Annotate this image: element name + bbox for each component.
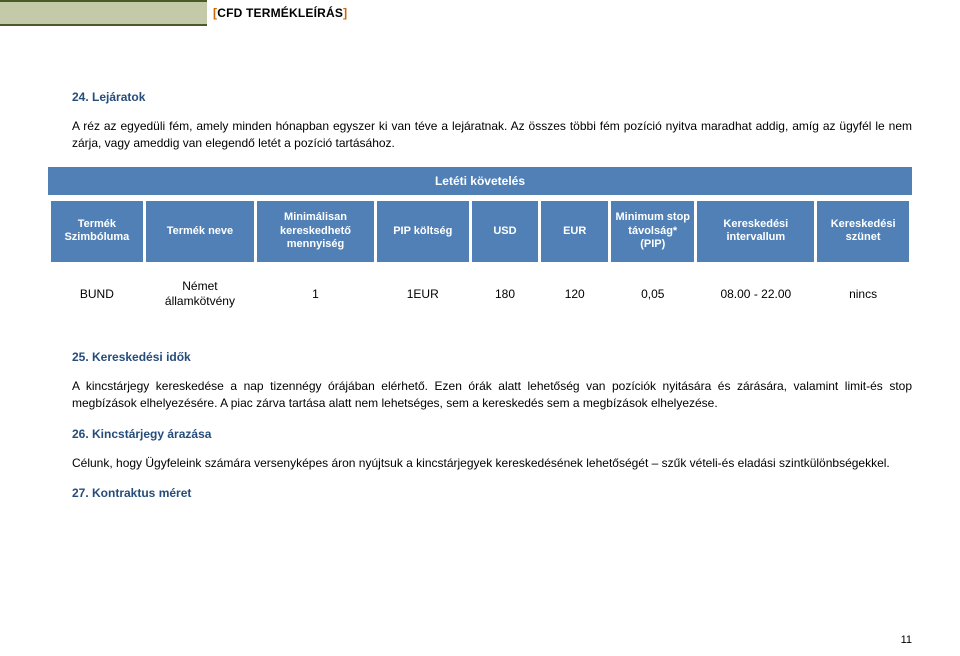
header-color-block — [0, 0, 207, 26]
cell-qty: 1 — [257, 265, 374, 323]
document-title: [CFD TERMÉKLEÍRÁS] — [213, 6, 347, 20]
col-interval: Kereskedési intervallum — [697, 201, 814, 262]
section-27-heading: 27. Kontraktus méret — [72, 486, 912, 500]
cell-pip: 1EUR — [377, 265, 469, 323]
page-number: 11 — [901, 634, 912, 646]
data-table: Termék Szimbóluma Termék neve Minimálisa… — [48, 198, 912, 326]
col-qty: Minimálisan kereskedhető mennyiség — [257, 201, 374, 262]
col-break: Kereskedési szünet — [817, 201, 909, 262]
cell-interval: 08.00 - 22.00 — [697, 265, 814, 323]
col-symbol: Termék Szimbóluma — [51, 201, 143, 262]
col-eur: EUR — [541, 201, 608, 262]
section-25-heading: 25. Kereskedési idők — [72, 350, 912, 364]
cell-eur: 120 — [541, 265, 608, 323]
table-header-row: Termék Szimbóluma Termék neve Minimálisa… — [51, 201, 909, 262]
section-26-heading: 26. Kincstárjegy árazása — [72, 427, 912, 441]
cell-stop: 0,05 — [611, 265, 694, 323]
section-24-heading: 24. Lejáratok — [72, 90, 912, 104]
col-pip: PIP költség — [377, 201, 469, 262]
cell-break: nincs — [817, 265, 909, 323]
document-header: [CFD TERMÉKLEÍRÁS] — [0, 0, 912, 26]
col-name: Termék neve — [146, 201, 254, 262]
cell-symbol: BUND — [51, 265, 143, 323]
margin-requirement-table: Letéti követelés Termék Szimbóluma Termé… — [48, 167, 912, 326]
table-banner: Letéti követelés — [48, 167, 912, 195]
section-26-body: Célunk, hogy Ügyfeleink számára versenyk… — [72, 455, 912, 472]
bracket-close: ] — [343, 6, 347, 20]
col-stop: Minimum stop távolság* (PIP) — [611, 201, 694, 262]
section-24-body: A réz az egyedüli fém, amely minden hóna… — [72, 118, 912, 153]
cell-usd: 180 — [472, 265, 539, 323]
col-usd: USD — [472, 201, 539, 262]
title-text: CFD TERMÉKLEÍRÁS — [217, 6, 343, 20]
table-row: BUND Német államkötvény 1 1EUR 180 120 0… — [51, 265, 909, 323]
section-25-body: A kincstárjegy kereskedése a nap tizenné… — [72, 378, 912, 413]
cell-name: Német államkötvény — [146, 265, 254, 323]
